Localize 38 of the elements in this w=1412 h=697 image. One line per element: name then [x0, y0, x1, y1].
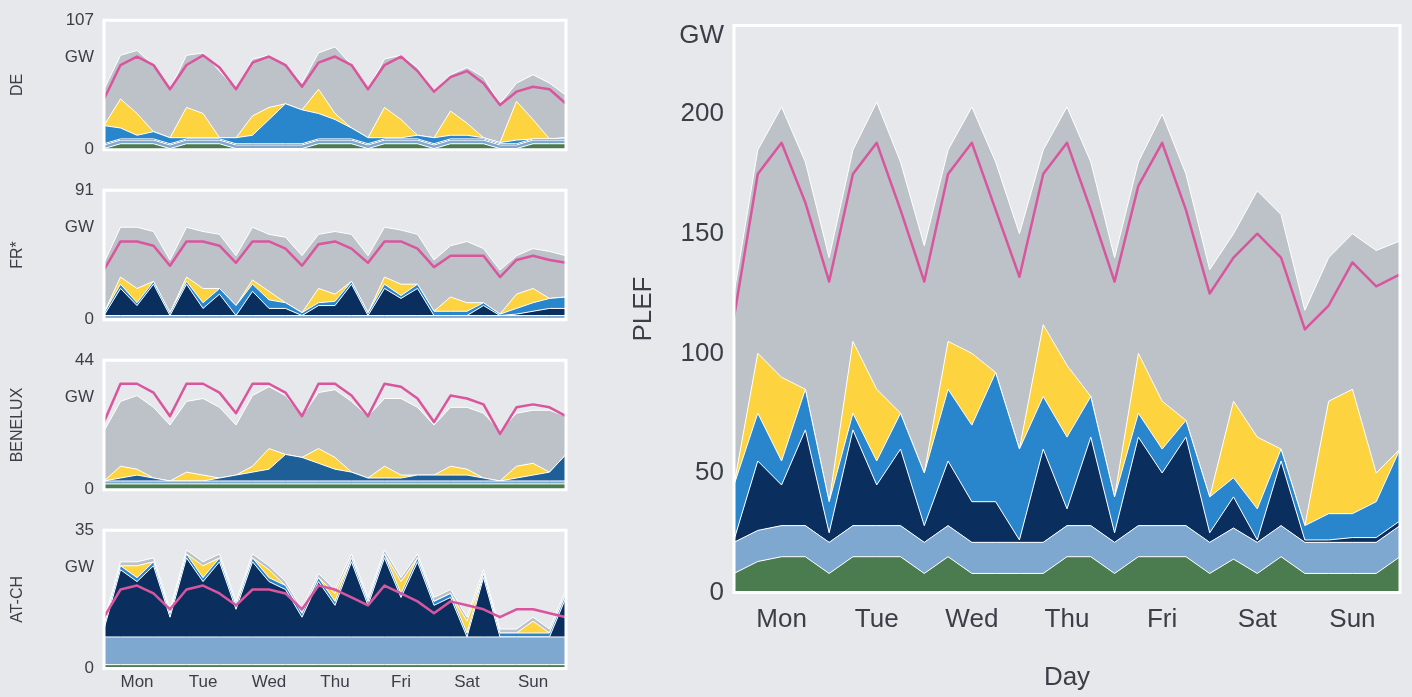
x-axis-title: Day: [1043, 660, 1091, 691]
y-tick-label: 0: [84, 309, 94, 329]
y-tick-label: 200: [680, 97, 724, 128]
x-tick-label: Wed: [945, 603, 999, 634]
x-tick-label: Tue: [188, 672, 218, 692]
y-tick-label: 0: [84, 139, 94, 159]
y-axis-title: DE: [8, 73, 26, 97]
y-tick-label: 35: [75, 519, 94, 539]
x-tick-label: Fri: [391, 672, 411, 692]
x-tick-label: Thu: [320, 672, 350, 692]
y-axis-title: FR*: [8, 241, 26, 269]
y-tick-label: 44: [75, 349, 94, 369]
x-tick-label: Wed: [251, 672, 287, 692]
text: GW: [64, 556, 94, 576]
y-axis-title: BENELUX: [8, 387, 26, 463]
x-tick-label: Thu: [1044, 603, 1090, 634]
y-tick-label: 50: [695, 456, 724, 487]
x-tick-label: Sun: [1329, 603, 1376, 634]
y-tick-label: 107: [65, 9, 94, 29]
y-tick-label: 91: [75, 179, 94, 199]
x-tick-label: Mon: [756, 603, 807, 634]
text: GW: [679, 18, 725, 49]
x-tick-label: Sat: [1237, 603, 1278, 634]
y-axis-title: AT-CH: [8, 575, 26, 623]
y-tick-label: 100: [680, 336, 724, 367]
y-tick-label: 150: [680, 216, 724, 247]
x-tick-label: Fri: [1146, 603, 1178, 634]
x-tick-label: Sun: [517, 672, 549, 692]
text: GW: [64, 386, 94, 406]
y-tick-label: 0: [84, 479, 94, 499]
x-tick-label: Tue: [854, 603, 899, 634]
y-tick-label: 0: [84, 658, 94, 678]
x-tick-label: Mon: [120, 672, 154, 692]
x-tick-label: Sat: [454, 672, 481, 692]
text: GW: [64, 216, 94, 236]
text: GW: [64, 46, 94, 66]
y-axis-title: PLEF: [626, 276, 657, 342]
y-tick-label: 0: [709, 575, 724, 606]
